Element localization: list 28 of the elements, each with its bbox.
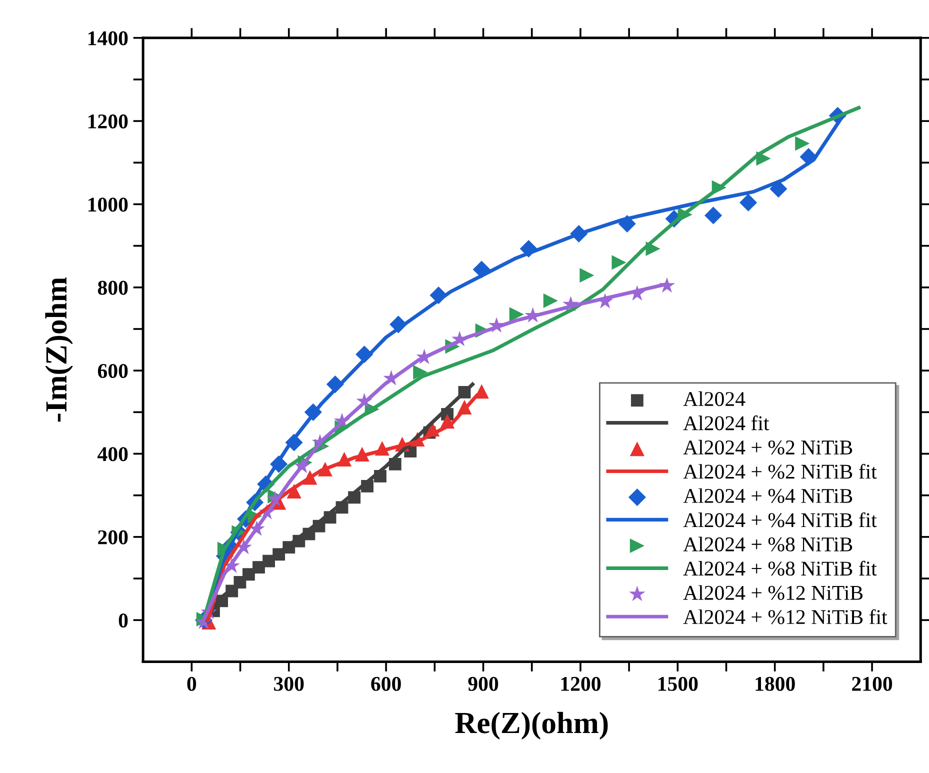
legend-label: Al2024 + %2 NiTiB [683,440,852,455]
legend-label: Al2024 + %12 NiTiB fit [683,609,888,624]
legend-label: Al2024 + %8 NiTiB fit [683,560,877,576]
x-tick-label: 1200 [561,676,600,691]
legend-label: Al2024 + %4 NiTiB fit [683,512,877,528]
x-tick-label: 300 [274,676,304,691]
y-tick-label: 600 [98,364,128,378]
y-axis-title: -Im(Z)ohm [45,277,73,422]
x-tick-label: 600 [371,676,401,691]
legend-label: Al2024 + %2 NiTiB fit [683,464,877,479]
y-tick-label: 200 [98,530,128,544]
x-axis-title: Re(Z)(ohm) [455,712,608,740]
legend-label: Al2024 [683,391,746,406]
x-tick-label: 1800 [756,676,795,691]
y-tick-label: 0 [118,613,128,628]
legend-label: Al2024 + %4 NiTiB [683,488,852,504]
y-tick-label: 1200 [88,114,128,128]
legend-label: Al2024 + %8 NiTiB [683,536,852,552]
y-tick-label: 1400 [88,31,128,46]
x-tick-label: 900 [468,676,498,691]
x-tick-label: 1500 [658,676,698,691]
legend-label: Al2024 + %12 NiTiB [683,585,863,600]
y-tick-label: 800 [98,280,128,295]
legend-label: Al2024 fit [683,415,770,430]
x-tick-label: 0 [187,676,196,691]
y-tick-label: 400 [98,447,128,462]
x-tick-label: 2100 [852,676,892,691]
y-tick-label: 1000 [88,198,128,212]
